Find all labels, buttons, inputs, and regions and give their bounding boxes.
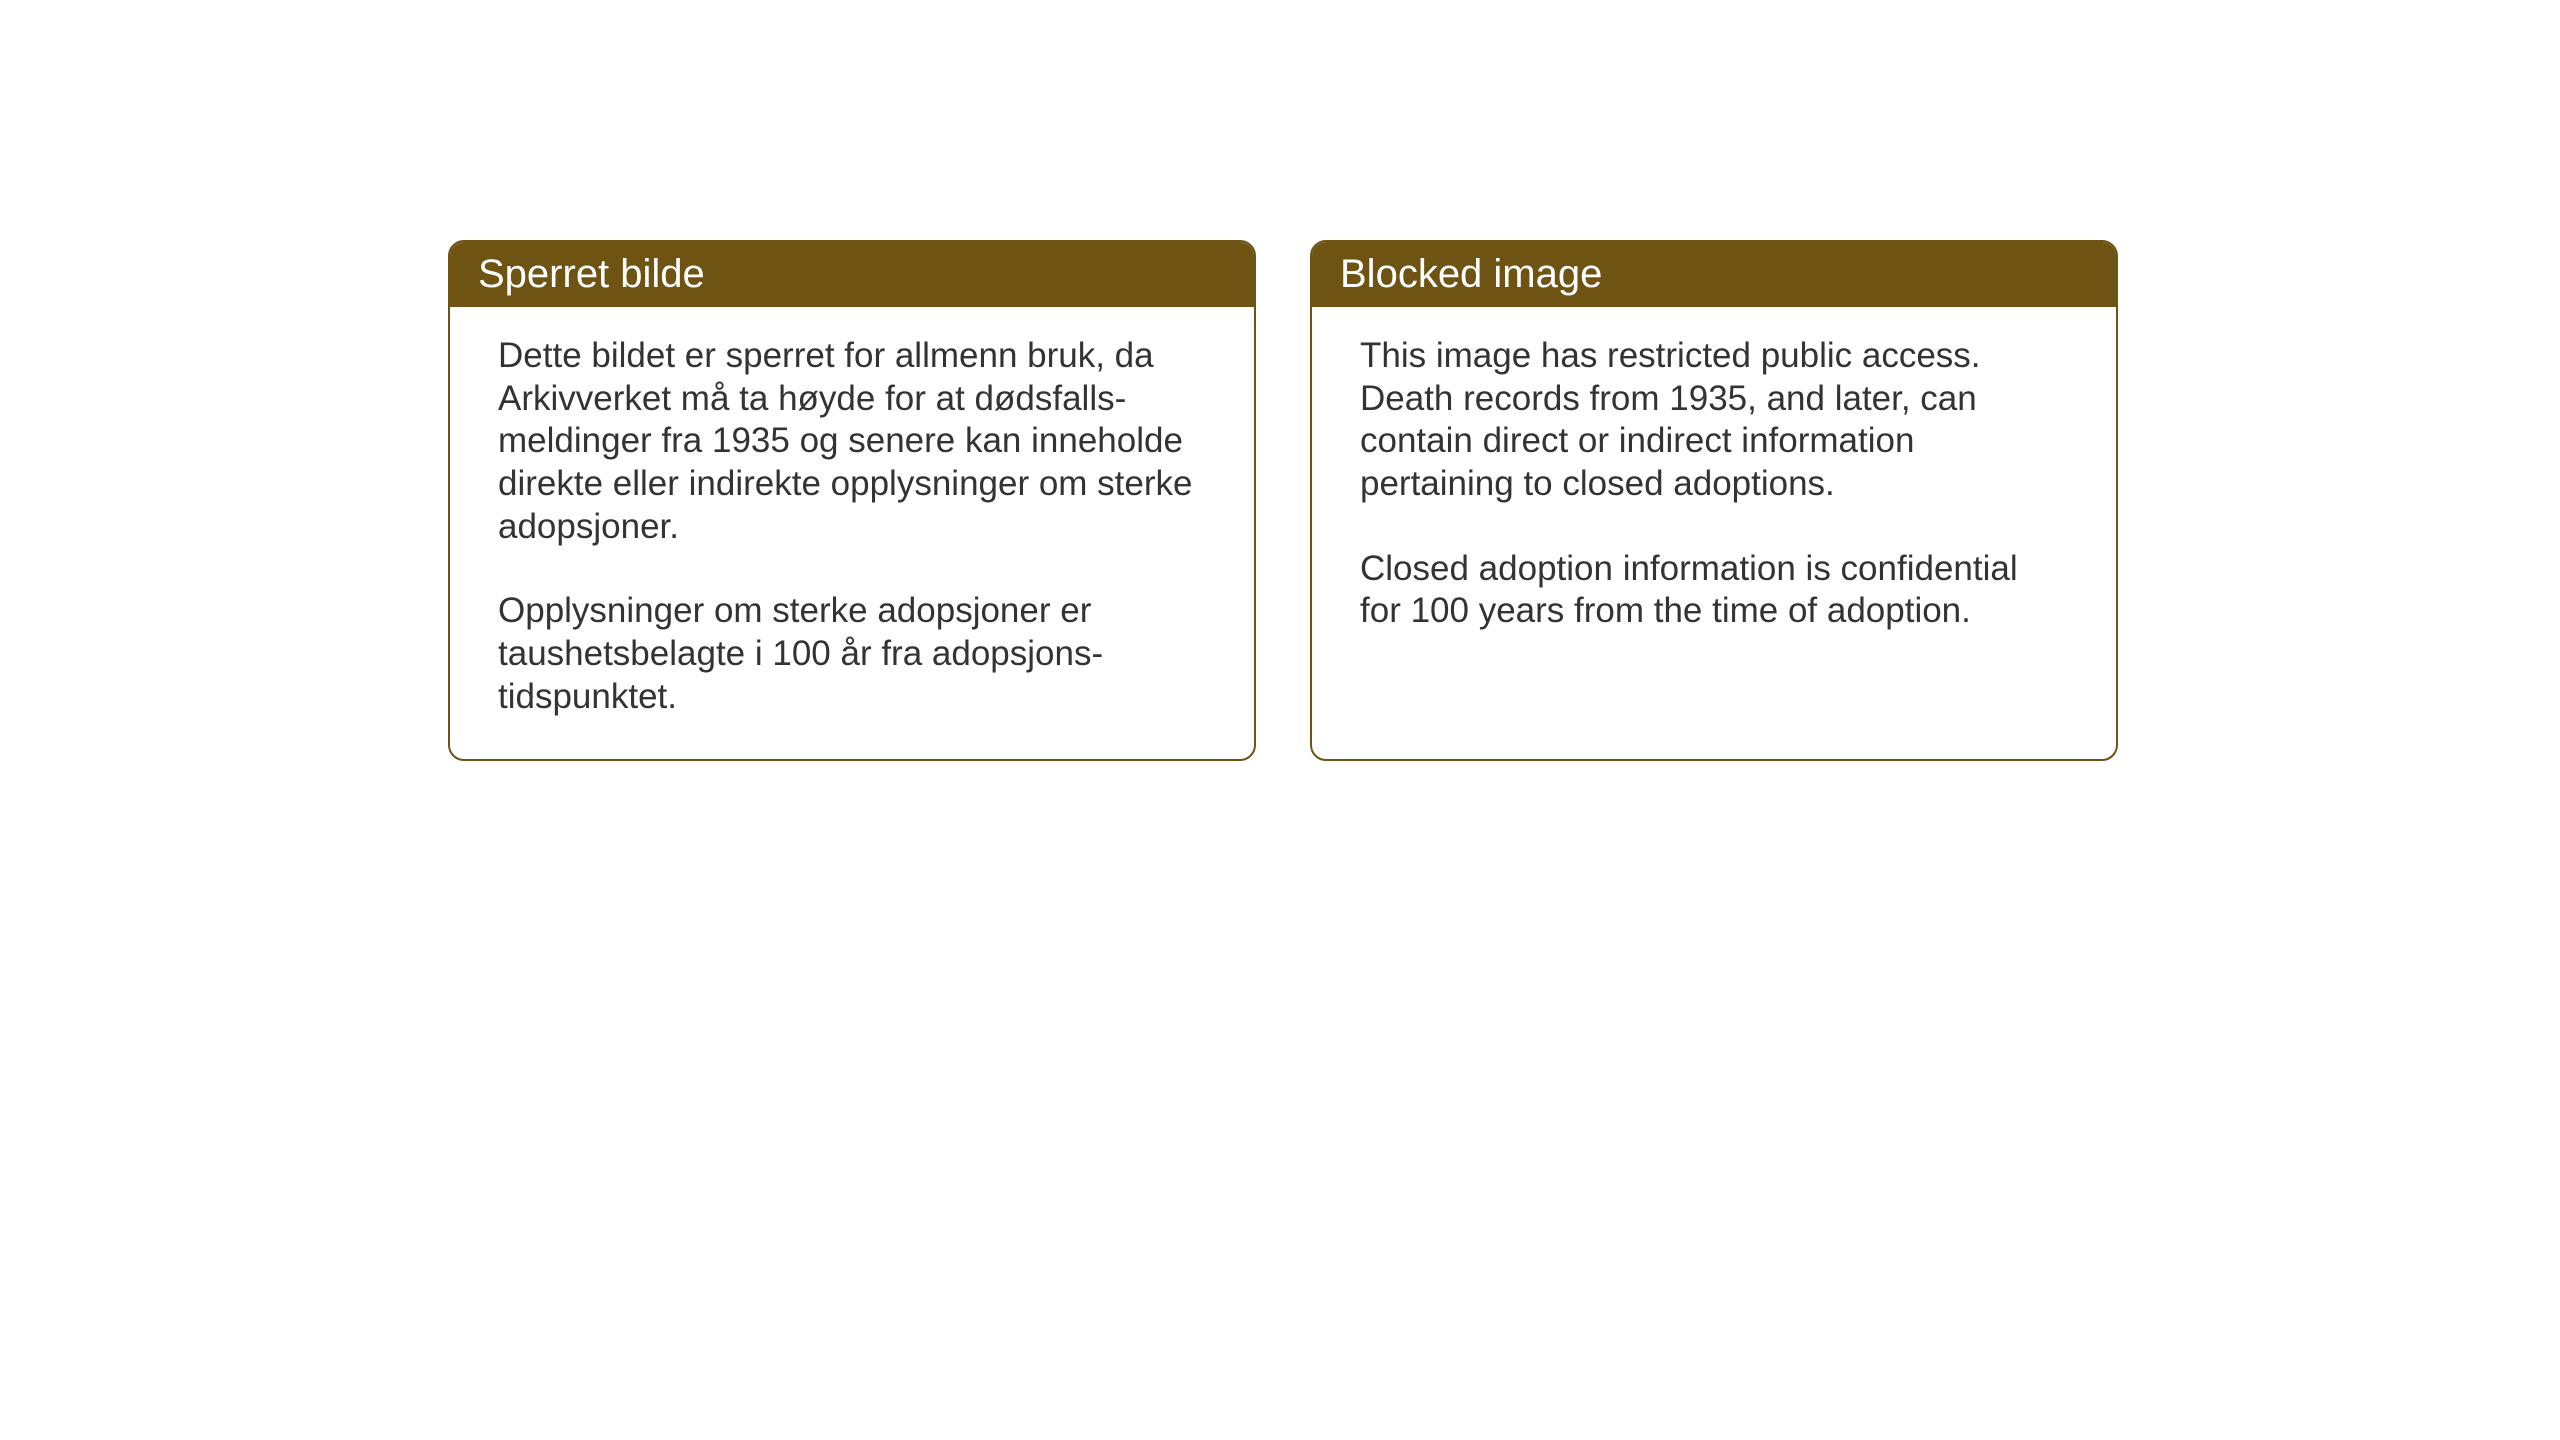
english-card-body: This image has restricted public access.… [1312, 307, 2116, 673]
english-paragraph-2: Closed adoption information is confident… [1360, 548, 2068, 633]
norwegian-card-body: Dette bildet er sperret for allmenn bruk… [450, 307, 1254, 759]
cards-container: Sperret bilde Dette bildet er sperret fo… [448, 240, 2118, 761]
norwegian-paragraph-2: Opplysninger om sterke adopsjoner er tau… [498, 590, 1206, 718]
english-card-title: Blocked image [1340, 252, 1602, 296]
english-card-header: Blocked image [1312, 242, 2116, 307]
norwegian-card-title: Sperret bilde [478, 252, 705, 296]
norwegian-card-header: Sperret bilde [450, 242, 1254, 307]
english-paragraph-1: This image has restricted public access.… [1360, 335, 2068, 506]
norwegian-card: Sperret bilde Dette bildet er sperret fo… [448, 240, 1256, 761]
norwegian-paragraph-1: Dette bildet er sperret for allmenn bruk… [498, 335, 1206, 548]
english-card: Blocked image This image has restricted … [1310, 240, 2118, 761]
